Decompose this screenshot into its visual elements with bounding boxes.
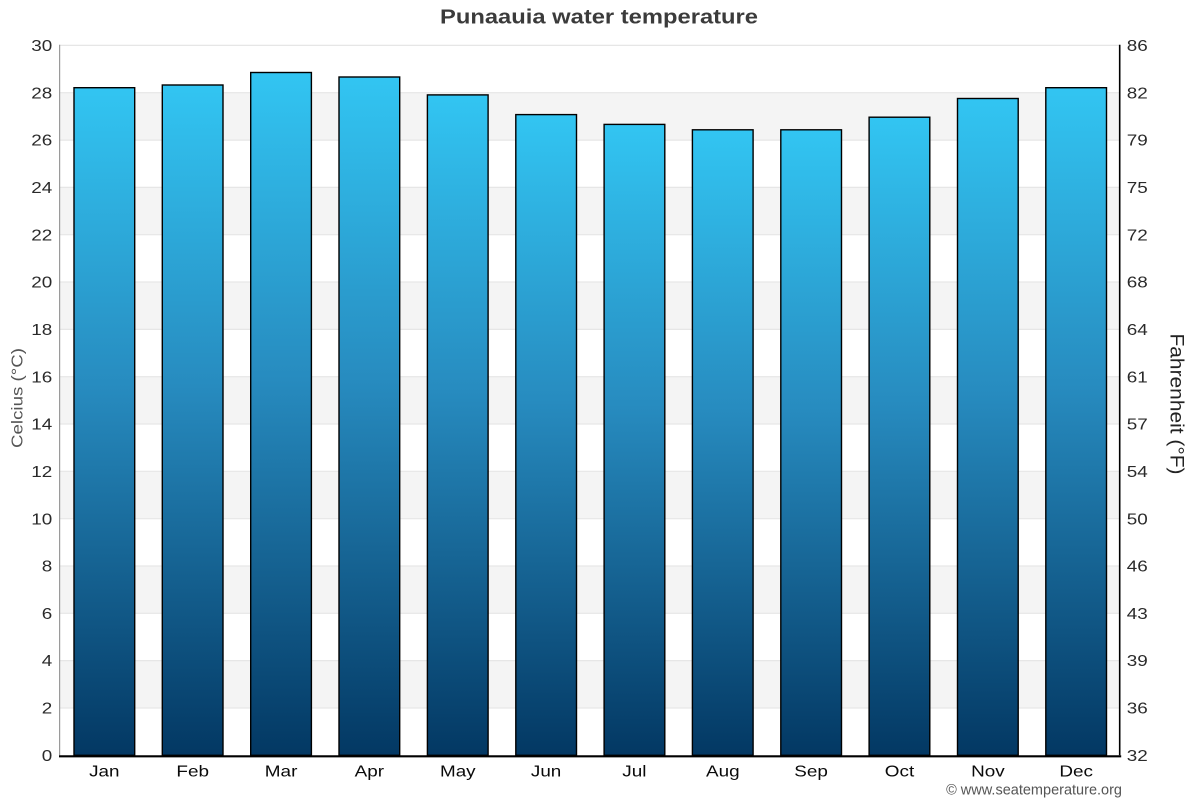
svg-text:28: 28 — [31, 85, 52, 102]
svg-text:75: 75 — [1127, 180, 1148, 197]
svg-text:Celcius (°C): Celcius (°C) — [10, 348, 27, 448]
svg-text:82: 82 — [1127, 85, 1148, 102]
svg-text:46: 46 — [1127, 559, 1148, 576]
svg-text:50: 50 — [1127, 511, 1148, 528]
svg-text:16: 16 — [31, 369, 52, 386]
svg-text:20: 20 — [31, 275, 52, 292]
svg-text:Jun: Jun — [531, 764, 561, 781]
svg-text:Nov: Nov — [971, 764, 1005, 781]
svg-text:43: 43 — [1127, 606, 1148, 623]
svg-text:Jul: Jul — [622, 764, 646, 781]
svg-text:24: 24 — [31, 180, 52, 197]
svg-text:Feb: Feb — [176, 764, 209, 781]
svg-text:Sep: Sep — [794, 764, 828, 781]
svg-text:68: 68 — [1127, 275, 1148, 292]
svg-text:36: 36 — [1127, 701, 1148, 718]
svg-text:Aug: Aug — [706, 764, 740, 781]
svg-text:Punaauia water temperature: Punaauia water temperature — [440, 6, 758, 28]
svg-text:64: 64 — [1127, 322, 1148, 339]
svg-text:Jan: Jan — [89, 764, 119, 781]
svg-text:Oct: Oct — [885, 764, 915, 781]
svg-text:22: 22 — [31, 227, 52, 244]
svg-text:79: 79 — [1127, 133, 1148, 150]
svg-text:57: 57 — [1127, 417, 1148, 434]
svg-text:26: 26 — [31, 133, 52, 150]
svg-text:2: 2 — [42, 701, 53, 718]
svg-text:6: 6 — [42, 606, 53, 623]
svg-text:10: 10 — [31, 511, 52, 528]
svg-text:18: 18 — [31, 322, 52, 339]
svg-text:4: 4 — [42, 653, 53, 670]
svg-text:© www.seatemperature.org: © www.seatemperature.org — [946, 783, 1122, 799]
svg-text:Apr: Apr — [355, 764, 385, 781]
svg-text:0: 0 — [42, 748, 53, 765]
svg-text:Dec: Dec — [1059, 764, 1093, 781]
svg-text:61: 61 — [1127, 369, 1148, 386]
svg-text:14: 14 — [31, 417, 52, 434]
svg-text:30: 30 — [31, 38, 52, 55]
svg-text:54: 54 — [1127, 464, 1148, 481]
svg-text:72: 72 — [1127, 227, 1148, 244]
svg-text:8: 8 — [42, 559, 53, 576]
svg-text:12: 12 — [31, 464, 52, 481]
svg-text:32: 32 — [1127, 748, 1148, 765]
svg-text:May: May — [440, 764, 476, 781]
svg-text:86: 86 — [1127, 38, 1148, 55]
svg-text:Fahrenheit (°F): Fahrenheit (°F) — [1166, 334, 1188, 475]
svg-text:Mar: Mar — [265, 764, 298, 781]
svg-text:39: 39 — [1127, 653, 1148, 670]
